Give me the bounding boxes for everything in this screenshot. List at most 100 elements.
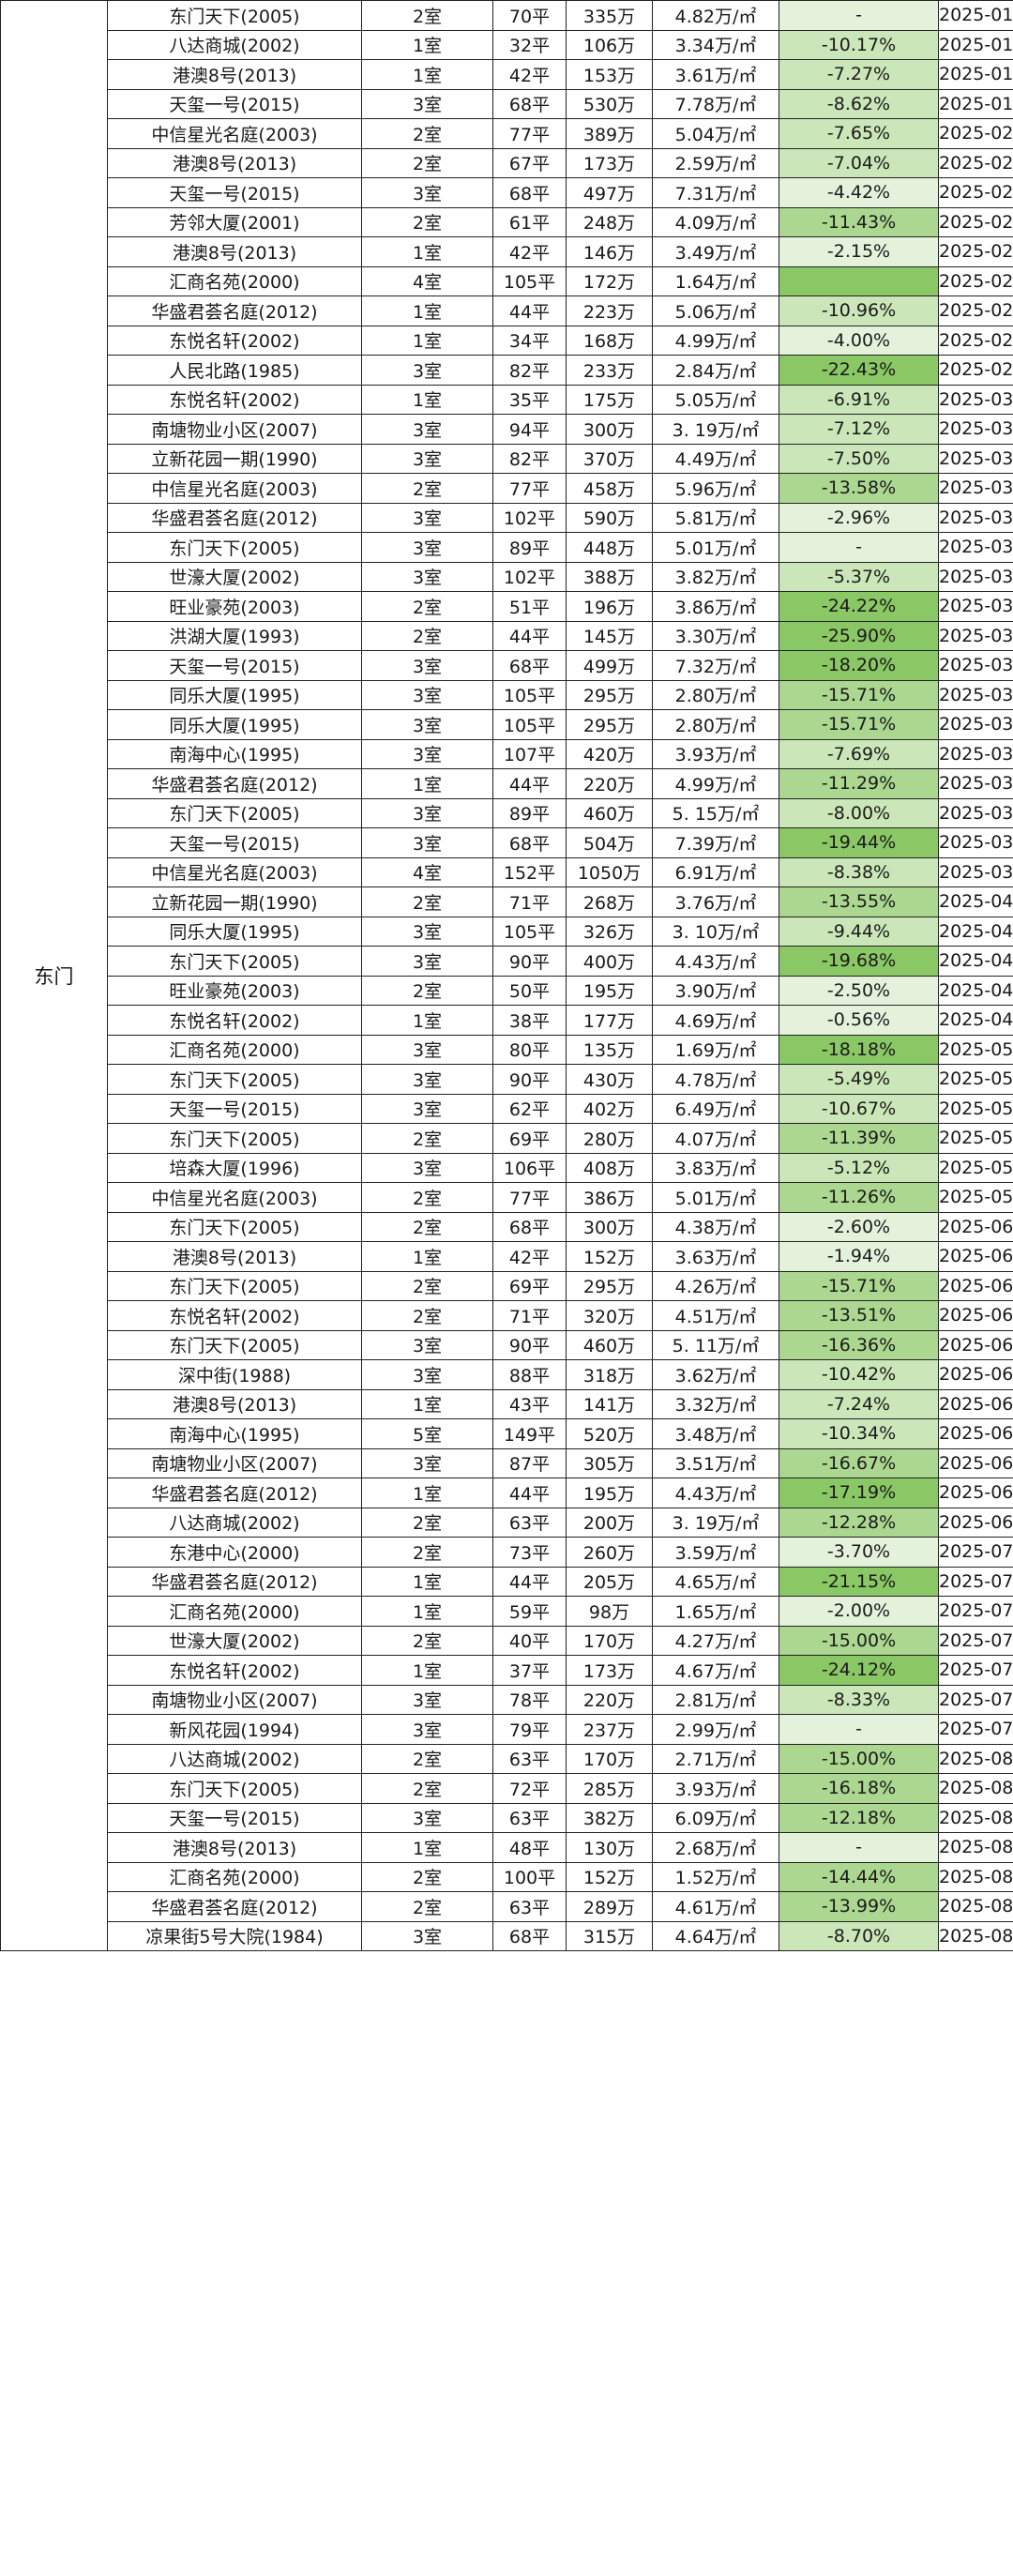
community-name-cell: 天玺一号(2015) [107, 1802, 362, 1833]
deal-date-cell: 2025-03-19 [938, 709, 1013, 740]
total-price-cell: 153万 [566, 59, 653, 90]
unit-price-cell: 1.69万/㎡ [652, 1034, 779, 1065]
area-cell: 59平 [492, 1596, 567, 1627]
deal-date-cell: 2025-03-04 [938, 443, 1013, 474]
community-name-cell: 新风花园(1994) [107, 1714, 362, 1745]
table-row: 同乐大厦(1995) 3室 105平 295万 2.80万/㎡ -15.71% 2025-0… [1, 709, 1013, 740]
community-name-cell: 华盛君荟名庭(2012) [107, 1891, 362, 1922]
price-change-cell: -16.18% [779, 1773, 939, 1804]
total-price-cell: 460万 [566, 1329, 653, 1360]
rooms-cell: 2室 [361, 118, 493, 149]
total-price-cell: 195万 [566, 1477, 653, 1508]
community-name-cell: 东港中心(2000) [107, 1537, 362, 1568]
area-cell: 69平 [492, 1270, 567, 1301]
price-change-cell: -8.70% [779, 1920, 939, 1951]
rooms-cell: 3室 [361, 355, 493, 386]
total-price-cell: 220万 [566, 768, 653, 799]
table-row: 同乐大厦(1995) 3室 105平 326万 3. 10万/㎡ -9.44% 2025-0… [1, 916, 1013, 947]
community-name-cell: 港澳8号(2013) [107, 1241, 362, 1272]
unit-price-cell: 6.09万/㎡ [652, 1802, 779, 1833]
deal-date-cell: 2025-05-25 [938, 1152, 1013, 1183]
deal-date-cell: 2025-08-16 [938, 1861, 1013, 1892]
rooms-cell: 2室 [361, 206, 493, 237]
rooms-cell: 3室 [361, 738, 493, 769]
deal-date-cell: 2025-04-24 [938, 946, 1013, 977]
table-row: 港澳8号(2013)1室42平152万3.63万/㎡-1.94%2025-06-… [1, 1241, 1013, 1272]
price-change-cell: -8.33% [779, 1684, 939, 1715]
rooms-cell: 1室 [361, 1655, 493, 1686]
area-cell: 68平 [492, 88, 567, 119]
rooms-cell: 3室 [361, 1714, 493, 1745]
rooms-cell: 1室 [361, 1477, 493, 1508]
table-row: 华盛君荟名庭(2012) 3室 102平 590万 5.81万/㎡ -2.96% 2025-… [1, 502, 1013, 533]
price-change-cell: -5.37% [779, 561, 939, 592]
area-cell: 42平 [492, 236, 567, 267]
table-row: 立新花园一期(1990) 2室 71平 268万 3.76万/㎡ -13.55% 2025-… [1, 886, 1013, 917]
total-price-cell: 145万 [566, 620, 653, 651]
area-cell: 77平 [492, 473, 567, 504]
area-cell: 34平 [492, 325, 567, 356]
total-price-cell: 326万 [566, 916, 653, 947]
table-row: 华盛君荟名庭(2012) 2室 63平 289万 4.61万/㎡ -13.99% 2025-… [1, 1891, 1013, 1922]
area-cell: 105平 [492, 916, 567, 947]
total-price-cell: 152万 [566, 1861, 653, 1892]
total-price-cell: 499万 [566, 650, 653, 681]
deal-date-cell: 2025-02-26 [938, 355, 1013, 386]
price-change-cell: - [779, 532, 939, 563]
unit-price-cell: 2.80万/㎡ [652, 679, 779, 710]
community-name-cell: 东门天下(2005) [107, 1270, 362, 1301]
area-cell: 71平 [492, 1300, 567, 1331]
price-change-cell: -13.55% [779, 886, 939, 917]
community-name-cell: 同乐大厦(1995) [107, 679, 362, 710]
unit-price-cell: 1.65万/㎡ [652, 1596, 779, 1627]
rooms-cell: 1室 [361, 59, 493, 90]
area-cell: 71平 [492, 886, 567, 917]
deal-date-cell: 2025-07-27 [938, 1714, 1013, 1745]
area-cell: 107平 [492, 738, 567, 769]
area-cell: 42平 [492, 1241, 567, 1272]
rooms-cell: 2室 [361, 1507, 493, 1538]
deal-date-cell: 2025-08-28 [938, 1920, 1013, 1951]
community-name-cell: 南海中心(1995) [107, 1418, 362, 1449]
rooms-cell: 3室 [361, 1447, 493, 1478]
table-row: 天玺一号(2015) 3室 68平 504万 7.39万/㎡ -19.44% 2025-03… [1, 827, 1013, 858]
rooms-cell: 1室 [361, 384, 493, 415]
rooms-cell: 2室 [361, 1625, 493, 1656]
unit-price-cell: 3.90万/㎡ [652, 975, 779, 1006]
total-price-cell: 402万 [566, 1093, 653, 1124]
community-name-cell: 东悦名轩(2002) [107, 325, 362, 356]
unit-price-cell: 6.49万/㎡ [652, 1093, 779, 1124]
rooms-cell: 1室 [361, 325, 493, 356]
price-change-cell: -13.99% [779, 1891, 939, 1922]
price-change-cell: -25.90% [779, 620, 939, 651]
unit-price-cell: 3.51万/㎡ [652, 1447, 779, 1478]
unit-price-cell: 3. 10万/㎡ [652, 916, 779, 947]
rooms-cell: 2室 [361, 1182, 493, 1213]
price-change-cell: - [779, 1714, 939, 1745]
total-price-cell: 196万 [566, 591, 653, 622]
price-change-cell: -22.43% [779, 355, 939, 386]
deal-date-cell: 2025-03-27 [938, 797, 1013, 828]
unit-price-cell: 2.81万/㎡ [652, 1684, 779, 1715]
table-row: 东港中心(2000)2室73平260万3.59万/㎡-3.70%2025-07-… [1, 1537, 1013, 1568]
area-cell: 44平 [492, 768, 567, 799]
unit-price-cell: 3.83万/㎡ [652, 1152, 779, 1183]
area-cell: 105平 [492, 709, 567, 740]
community-name-cell: 洪湖大厦(1993) [107, 620, 362, 651]
table-row: 汇商名苑(2000) 3室 80平 135万 1.69万/㎡ -18.18% 2025-05… [1, 1034, 1013, 1065]
total-price-cell: 370万 [566, 443, 653, 474]
rooms-cell: 3室 [361, 916, 493, 947]
total-price-cell: 146万 [566, 236, 653, 267]
price-change-cell: -19.44% [779, 827, 939, 858]
unit-price-cell: 2.59万/㎡ [652, 147, 779, 178]
unit-price-cell: 4.69万/㎡ [652, 1005, 779, 1036]
price-change-cell: -19.68% [779, 946, 939, 977]
deal-date-cell: 2025-02-18 [938, 147, 1013, 178]
price-change-cell: -2.96% [779, 502, 939, 533]
price-change-cell: - [779, 1832, 939, 1863]
total-price-cell: 173万 [566, 1655, 653, 1686]
unit-price-cell: 4.49万/㎡ [652, 443, 779, 474]
unit-price-cell: 2.99万/㎡ [652, 1714, 779, 1745]
table-row: 南海中心(1995) 3室 107平 420万 3.93万/㎡ -7.69% 2025-03… [1, 738, 1013, 769]
